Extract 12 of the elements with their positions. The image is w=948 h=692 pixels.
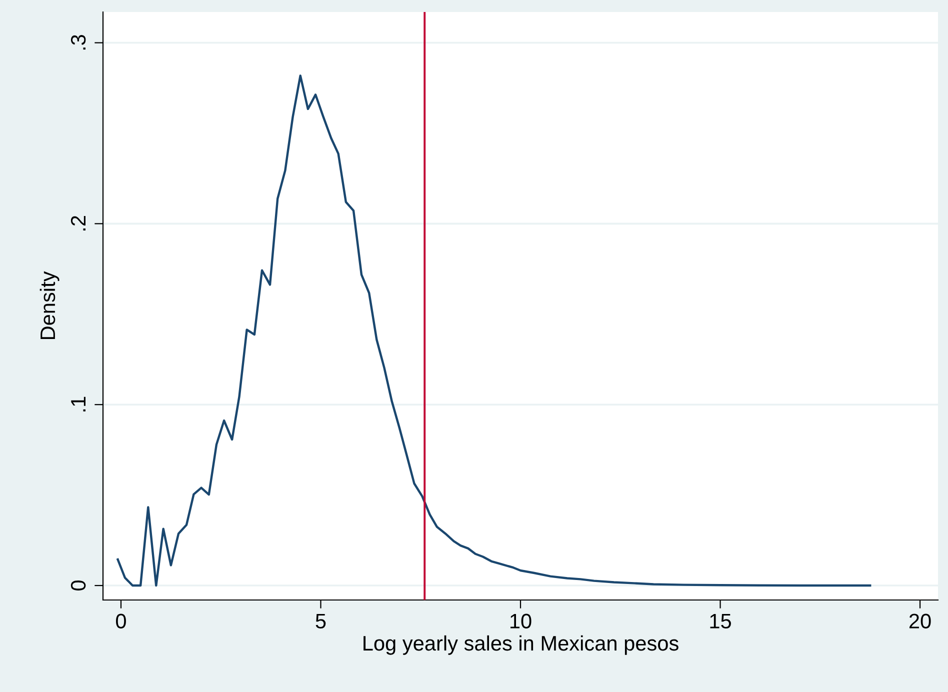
- x-tick-label: 0: [116, 614, 126, 628]
- x-tick-label: 10: [510, 614, 532, 628]
- x-tick-label: 20: [909, 614, 931, 628]
- x-tick-label: 15: [710, 614, 731, 628]
- y-axis-title: Density: [40, 271, 60, 340]
- y-tick-label: .1: [71, 396, 86, 412]
- y-tick-label: .3: [70, 34, 86, 50]
- line-series: [116, 74, 872, 587]
- y-tick-label: .2: [70, 216, 86, 230]
- x-tick-label: 5: [316, 614, 326, 628]
- y-tick-label: 0: [70, 580, 86, 591]
- x-axis-title: Log yearly sales in Mexican pesos: [364, 635, 678, 655]
